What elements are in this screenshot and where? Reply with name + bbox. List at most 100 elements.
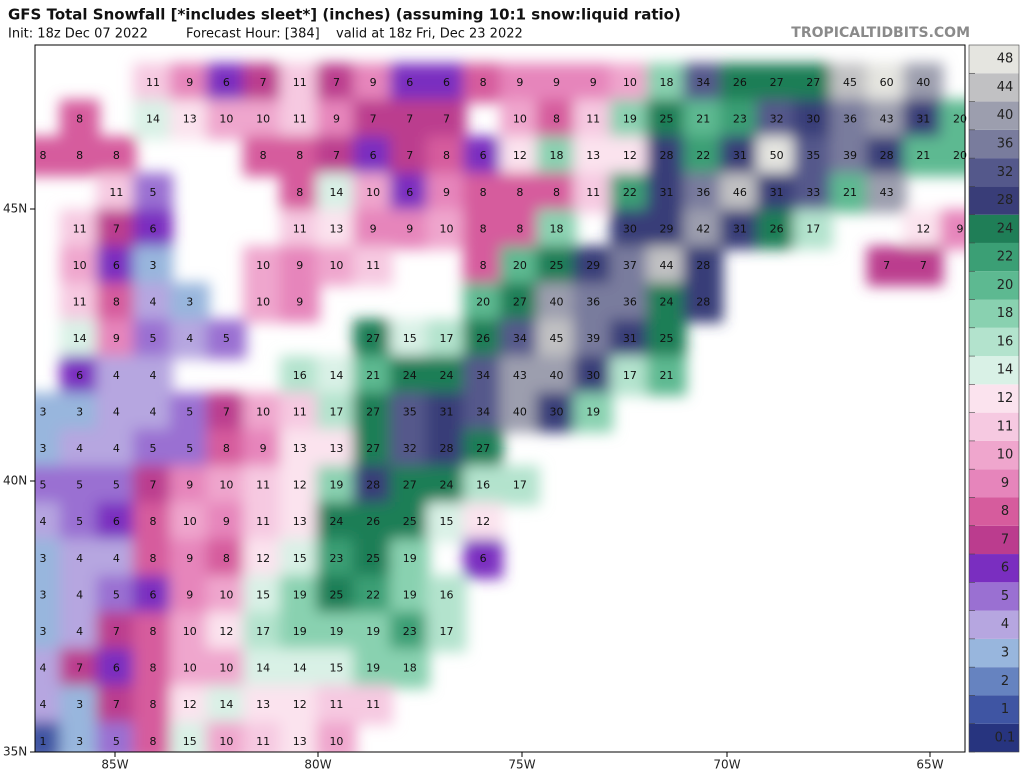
snow-value: 21 (916, 149, 930, 162)
snow-cell (536, 172, 577, 213)
snow-value: 27 (770, 76, 784, 89)
colorbar-swatch (969, 469, 1019, 498)
snow-cell (206, 721, 247, 752)
snow-value: 17 (439, 625, 453, 638)
snow-value: 13 (293, 515, 307, 528)
snow-cell (463, 429, 504, 469)
snow-cell (683, 63, 724, 103)
snow-value: 8 (553, 186, 560, 199)
snow-cell (389, 575, 430, 616)
snow-value: 17 (806, 222, 820, 235)
snow-value: 7 (333, 149, 340, 162)
snow-value: 24 (660, 296, 674, 309)
snow-value: 1 (40, 735, 47, 748)
snow-cell (719, 63, 760, 103)
snow-value: 11 (293, 113, 307, 126)
snow-cell (316, 429, 357, 469)
snow-value: 13 (329, 442, 343, 455)
snow-value: 27 (476, 442, 490, 455)
snow-cell (903, 209, 944, 250)
snow-value: 18 (550, 149, 564, 162)
snow-cell (133, 429, 174, 469)
snow-value: 12 (183, 698, 197, 711)
snow-cell (96, 246, 137, 286)
snow-value: 4 (40, 698, 47, 711)
snow-value: 36 (586, 296, 600, 309)
snow-cell (316, 721, 357, 752)
snow-cell (793, 63, 834, 103)
colorbar-swatch (969, 242, 1019, 272)
snow-cell (499, 172, 540, 213)
snow-value: 14 (73, 332, 87, 345)
colorbar-frame (968, 44, 1020, 753)
snow-cell (206, 502, 247, 543)
snow-value: 5 (76, 479, 83, 492)
snow-cell (389, 63, 430, 103)
forecast-hour: Forecast Hour: [384] (186, 27, 320, 42)
snow-value: 11 (73, 296, 87, 309)
snow-cell (536, 319, 577, 360)
snow-cell (35, 575, 63, 616)
snow-cell (243, 99, 284, 140)
snow-cell (463, 172, 504, 213)
snow-cell (389, 648, 430, 689)
snow-cell (573, 172, 614, 213)
snow-cell (35, 429, 63, 469)
snow-cell (829, 136, 870, 177)
snow-value: 6 (113, 662, 120, 675)
snow-value: 8 (516, 186, 523, 199)
axis-labels: 45N 40N 35N 85W 80W 75W 70W 65W (3, 202, 944, 772)
snow-cell (609, 246, 650, 286)
snow-cell (169, 685, 210, 726)
snow-cell (169, 99, 210, 140)
snow-cell (463, 319, 504, 360)
snow-cell (96, 465, 137, 506)
snow-value: 40 (550, 296, 564, 309)
snow-cell (59, 246, 100, 286)
snow-cell (279, 63, 320, 103)
snow-cell (463, 355, 504, 396)
snow-cell (96, 612, 137, 652)
snow-value: 8 (113, 149, 120, 162)
snow-value: 16 (476, 479, 490, 492)
snow-value: 11 (586, 186, 600, 199)
snow-cell (206, 648, 247, 689)
snow-cell (499, 319, 540, 360)
snow-value: 9 (296, 296, 303, 309)
snow-cell (96, 209, 137, 250)
snow-value: 27 (513, 296, 527, 309)
snow-value: 28 (696, 259, 710, 272)
snow-value: 8 (480, 186, 487, 199)
snow-cell (59, 575, 100, 616)
colorbar-swatch (969, 440, 1019, 470)
snow-cell (279, 282, 320, 323)
snow-cell (609, 99, 650, 140)
snow-cell (573, 392, 614, 433)
snow-cell (279, 502, 320, 543)
snow-cell (499, 392, 540, 433)
snow-value: 30 (550, 405, 564, 418)
snow-value: 7 (333, 76, 340, 89)
colorbar-swatch (969, 554, 1019, 583)
snow-value: 34 (476, 405, 490, 418)
snow-cell (316, 392, 357, 433)
snow-value: 27 (403, 479, 417, 492)
snow-cell (243, 502, 284, 543)
snow-cell (169, 465, 210, 506)
snow-cell (536, 392, 577, 433)
snow-cell (646, 355, 687, 396)
snow-value: 36 (843, 113, 857, 126)
snow-cell (316, 355, 357, 396)
longitude-label: 80W (304, 758, 331, 772)
snow-cell (35, 648, 63, 689)
snow-value: 34 (476, 369, 490, 382)
snow-value: 6 (76, 369, 83, 382)
snow-value: 31 (623, 332, 637, 345)
snow-cell (59, 99, 100, 140)
colorbar-swatch (969, 129, 1019, 159)
latitude-label: 40N (3, 474, 27, 488)
snow-value: 31 (733, 149, 747, 162)
snow-value: 9 (590, 76, 597, 89)
snow-cell (353, 575, 394, 616)
snow-value: 4 (76, 442, 83, 455)
